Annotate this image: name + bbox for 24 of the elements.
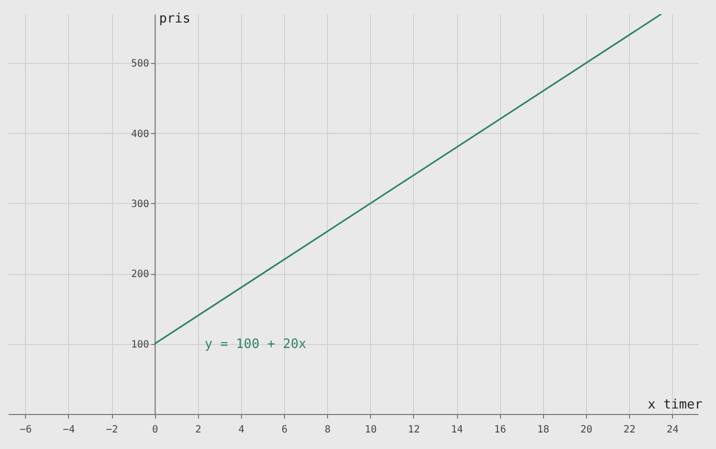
x-tick-label: 2 xyxy=(195,424,202,436)
x-tick-label: 6 xyxy=(281,424,288,436)
y-tick-label: 400 xyxy=(131,128,150,140)
x-tick-label: −6 xyxy=(20,424,32,436)
x-tick-label: 24 xyxy=(666,424,679,436)
x-tick-label: 20 xyxy=(580,424,592,436)
x-tick-label: −4 xyxy=(62,424,75,436)
x-tick-label: 4 xyxy=(238,424,244,436)
x-tick-label: 14 xyxy=(450,424,464,436)
y-axis-title: pris xyxy=(159,12,190,26)
y-tick-label: 200 xyxy=(131,269,150,280)
x-tick-label: 18 xyxy=(537,424,550,436)
x-tick-label: 8 xyxy=(324,424,331,436)
x-tick-label: 12 xyxy=(408,424,420,436)
y-tick-label: 300 xyxy=(131,198,150,210)
y-tick-label: 100 xyxy=(131,339,150,350)
y-tick-label: 500 xyxy=(131,58,150,70)
x-tick-label: 22 xyxy=(623,424,636,436)
x-tick-label: 10 xyxy=(364,424,377,436)
x-tick-label: 0 xyxy=(152,424,158,436)
series-label: y = 100 + 20x xyxy=(204,336,307,352)
x-axis-title: x timer xyxy=(648,398,703,412)
x-tick-label: 16 xyxy=(494,424,506,436)
x-tick-label: −2 xyxy=(106,424,118,436)
